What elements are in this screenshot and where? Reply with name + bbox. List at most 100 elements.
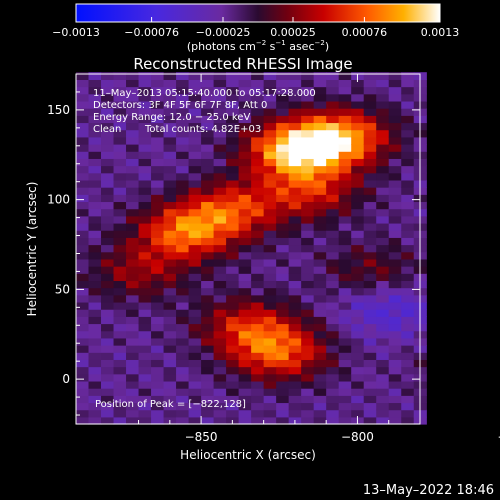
heatmap-cell — [326, 79, 340, 88]
heatmap-cell — [388, 309, 402, 317]
heatmap-cell — [326, 280, 340, 289]
heatmap-cell — [151, 237, 165, 246]
heatmap-cell — [288, 301, 302, 310]
heatmap-cell — [251, 266, 265, 274]
heatmap-cell — [251, 416, 265, 425]
heatmap-cell — [313, 301, 327, 310]
heatmap-cell — [176, 72, 190, 80]
heatmap-cell — [326, 165, 340, 174]
heatmap-cell — [251, 151, 265, 159]
heatmap-cell — [263, 151, 277, 159]
heatmap-cell — [251, 280, 265, 289]
heatmap-cell — [126, 373, 140, 382]
heatmap-cell — [138, 309, 152, 317]
heatmap-cell — [101, 359, 115, 368]
heatmap-cell — [401, 237, 415, 246]
heatmap-cell — [113, 266, 127, 274]
heatmap-cell — [113, 395, 127, 404]
heatmap-cell — [163, 179, 177, 188]
heatmap-cell — [126, 208, 140, 217]
heatmap-cell — [401, 380, 415, 389]
heatmap-cell — [313, 244, 327, 253]
heatmap-cell — [213, 79, 227, 88]
heatmap-cell — [388, 373, 402, 382]
heatmap-cell — [188, 309, 202, 317]
heatmap-cell — [313, 194, 327, 203]
heatmap-cell — [226, 122, 240, 131]
heatmap-cell — [263, 115, 277, 124]
plot-area: −850 −800 −750 0 50 100 150 — [47, 72, 500, 444]
heatmap-cell — [288, 179, 302, 188]
heatmap-cell — [401, 345, 415, 353]
heatmap-cell — [176, 366, 190, 375]
heatmap-cell — [176, 251, 190, 260]
heatmap-cell — [138, 108, 152, 116]
heatmap-cell — [401, 158, 415, 167]
heatmap-cell — [201, 359, 215, 368]
heatmap-cell — [213, 86, 227, 95]
heatmap-cell — [338, 316, 352, 325]
heatmap-cell — [201, 380, 215, 389]
heatmap-cell — [188, 151, 202, 159]
heatmap-cell — [288, 402, 302, 411]
heatmap-cell — [238, 359, 252, 368]
heatmap-cell — [376, 144, 390, 152]
heatmap-cell — [276, 258, 290, 267]
heatmap-cell — [138, 86, 152, 95]
heatmap-cell — [201, 323, 215, 332]
heatmap-cell — [113, 323, 127, 332]
heatmap-cell — [88, 79, 102, 88]
heatmap-cell — [151, 359, 165, 368]
heatmap-cell — [238, 352, 252, 360]
heatmap-cell — [338, 179, 352, 188]
heatmap-cell — [226, 273, 240, 282]
heatmap-cell — [76, 194, 90, 203]
heatmap-cell — [113, 251, 127, 260]
heatmap-cell — [363, 244, 377, 253]
heatmap-cell — [363, 144, 377, 152]
heatmap-cell — [338, 79, 352, 88]
heatmap-cell — [363, 100, 377, 109]
heatmap-cell — [276, 266, 290, 274]
heatmap-cell — [301, 144, 315, 152]
heatmap-cell — [151, 108, 165, 116]
heatmap-cell — [338, 352, 352, 360]
heatmap-cell — [163, 208, 177, 217]
heatmap-cell — [326, 237, 340, 246]
heatmap-cell — [301, 108, 315, 116]
heatmap-cell — [376, 151, 390, 159]
heatmap-cell — [88, 323, 102, 332]
heatmap-cell — [276, 237, 290, 246]
heatmap-cell — [113, 215, 127, 224]
heatmap-cell — [388, 86, 402, 95]
heatmap-cell — [201, 251, 215, 260]
heatmap-cell — [201, 280, 215, 289]
heatmap-cell — [363, 72, 377, 80]
heatmap-cell — [288, 273, 302, 282]
heatmap-cell — [326, 330, 340, 339]
heatmap-cell — [176, 352, 190, 360]
heatmap-cell — [251, 187, 265, 195]
heatmap-cell — [138, 287, 152, 296]
heatmap-cell — [351, 165, 365, 174]
heatmap-cell — [276, 309, 290, 317]
heatmap-cell — [326, 129, 340, 138]
heatmap-cell — [376, 208, 390, 217]
heatmap-cell — [288, 230, 302, 238]
heatmap-cell — [176, 165, 190, 174]
heatmap-cell — [401, 258, 415, 267]
heatmap-cell — [201, 388, 215, 396]
heatmap-cell — [238, 316, 252, 325]
heatmap-cell — [201, 366, 215, 375]
heatmap-cell — [376, 158, 390, 167]
heatmap-cell — [351, 222, 365, 231]
heatmap-cell — [163, 251, 177, 260]
heatmap-cell — [351, 108, 365, 116]
heatmap-cell — [401, 122, 415, 131]
heatmap-cell — [138, 194, 152, 203]
heatmap-cell — [213, 352, 227, 360]
heatmap-cell — [101, 79, 115, 88]
heatmap-cell — [288, 323, 302, 332]
heatmap-cell — [363, 388, 377, 396]
